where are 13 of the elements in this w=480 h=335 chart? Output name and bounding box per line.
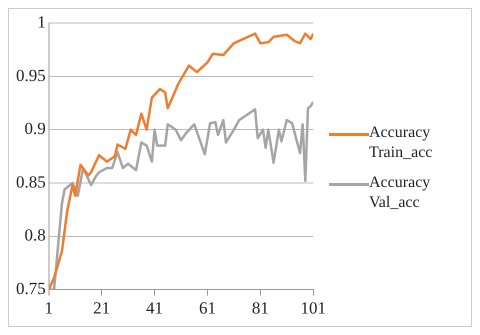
- x-tick-label: 41: [146, 298, 164, 318]
- y-tick-label: 0.9: [24, 119, 46, 138]
- x-tick-label: 81: [252, 298, 269, 318]
- y-tick-label: 0.75: [16, 279, 46, 298]
- legend-label: Accuracy Val_acc: [369, 172, 432, 212]
- x-tick-label: 21: [93, 298, 110, 318]
- legend-label: Accuracy Train_acc: [369, 122, 434, 162]
- x-tick-label: 61: [198, 298, 216, 318]
- x-tick-label: 101: [300, 298, 326, 318]
- y-tick-label: 1: [37, 12, 46, 32]
- y-tick-label: 0.95: [16, 66, 46, 85]
- y-tick-label: 0.8: [24, 226, 46, 245]
- y-tick-label: 0.85: [16, 172, 46, 192]
